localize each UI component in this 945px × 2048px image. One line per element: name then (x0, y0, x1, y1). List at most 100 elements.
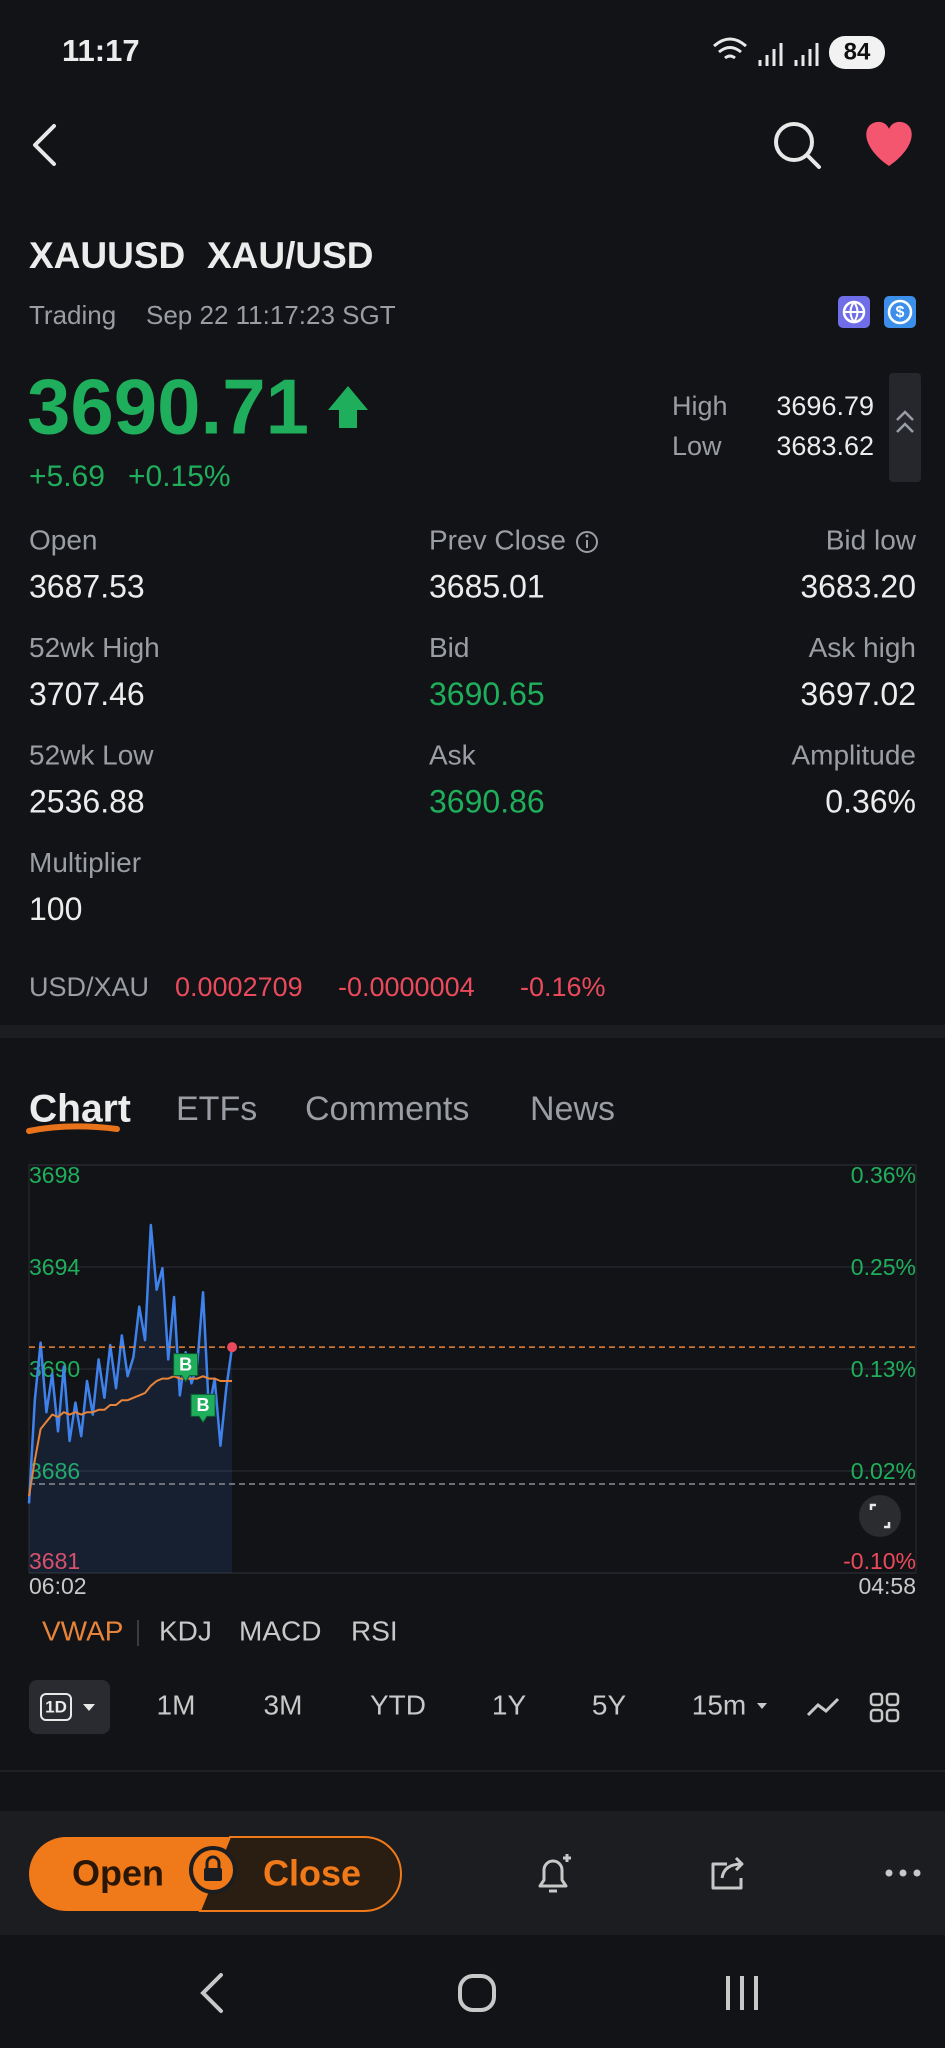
favorite-button[interactable] (866, 121, 912, 166)
high-label: High (672, 391, 728, 421)
period-box (40, 1693, 72, 1721)
period-option[interactable]: 1D (45, 1697, 67, 1716)
y-tick-label: 3694 (29, 1254, 80, 1280)
indicator-tab[interactable]: KDJ (159, 1615, 212, 1646)
y2-tick-label: 0.36% (851, 1162, 916, 1188)
y-tick-label: 3686 (29, 1458, 80, 1484)
stat-value: 3683.20 (800, 568, 916, 604)
svg-text:$: $ (896, 304, 905, 321)
stat-label: Ask high (809, 632, 916, 663)
search-button[interactable] (774, 122, 821, 169)
stat-label: Bid (429, 632, 469, 663)
stat-label: 52wk Low (29, 739, 154, 770)
open-button[interactable] (29, 1837, 230, 1911)
tab[interactable]: ETFs (176, 1090, 257, 1128)
period-option[interactable]: YTD (370, 1689, 426, 1720)
share-button[interactable] (711, 1856, 744, 1890)
section-divider (0, 1025, 945, 1038)
price-change: +5.69 (29, 460, 105, 493)
low-value: 3683.62 (776, 431, 874, 461)
lock-icon (189, 1846, 237, 1894)
inverse-change-pct: -0.16% (520, 972, 606, 1002)
fullscreen-button[interactable] (859, 1495, 901, 1537)
stat-value: 3685.01 (429, 568, 545, 604)
close-label[interactable]: Close (263, 1853, 361, 1894)
tab[interactable]: Comments (305, 1090, 469, 1128)
status-time: 11:17 (62, 33, 140, 68)
y2-tick-label: 0.02% (851, 1458, 916, 1484)
y2-tick-label: 0.25% (851, 1254, 916, 1280)
indicator-tab[interactable]: RSI (351, 1615, 398, 1646)
nav-recents[interactable] (726, 1976, 758, 2010)
trade-marker-label: B (179, 1354, 192, 1374)
stat-value: 0.36% (825, 783, 916, 819)
period-option[interactable]: 5Y (592, 1689, 627, 1720)
stat-value: 100 (29, 891, 82, 927)
trade-marker (190, 1393, 216, 1424)
stat-value: 3690.65 (429, 676, 545, 712)
back-button[interactable] (33, 124, 56, 166)
tab-underline (26, 1123, 120, 1134)
battery-level: 84 (844, 38, 871, 65)
globe-badge (838, 296, 870, 328)
stat-value: 3707.46 (29, 676, 145, 712)
period-option[interactable]: 15m (692, 1689, 746, 1720)
battery (829, 36, 885, 69)
alert-button[interactable] (538, 1854, 571, 1893)
inverse-price: 0.0002709 (175, 972, 303, 1002)
stat-label: Prev Close (429, 524, 566, 555)
y2-tick-label: 0.13% (851, 1356, 916, 1382)
indicator-tab[interactable]: MACD (239, 1615, 321, 1646)
y-tick-label: 3698 (29, 1162, 80, 1188)
up-arrow (328, 386, 368, 428)
info-icon[interactable] (576, 531, 598, 553)
tab[interactable]: News (530, 1090, 615, 1128)
symbol-name: XAU/USD (207, 235, 374, 276)
open-label[interactable]: Open (72, 1853, 164, 1894)
period-option[interactable]: 1Y (492, 1689, 527, 1720)
market-status: Trading (29, 300, 116, 330)
price-line (27, 1223, 234, 1504)
close-button[interactable] (198, 1836, 402, 1912)
symbol: XAUUSD (29, 235, 185, 276)
price-change-pct: +0.15% (128, 460, 231, 493)
stat-label: Multiplier (29, 847, 141, 878)
layout-button[interactable] (869, 1692, 900, 1723)
stat-label: Bid low (826, 524, 917, 555)
trade-marker-label: B (197, 1395, 210, 1415)
x-tick-label: 04:58 (858, 1573, 916, 1599)
y2-tick-label: -0.10% (843, 1548, 916, 1574)
status-icons (713, 37, 819, 66)
period-option[interactable]: 3M (264, 1689, 303, 1720)
interval-caret[interactable] (757, 1703, 767, 1709)
stat-value: 3690.86 (429, 783, 545, 819)
period-option[interactable]: 1M (157, 1689, 196, 1720)
vwap-line (28, 1375, 233, 1497)
timestamp: Sep 22 11:17:23 SGT (146, 300, 396, 330)
trade-marker (173, 1353, 199, 1383)
more-button[interactable] (885, 1869, 921, 1877)
inverse-change: -0.0000004 (338, 972, 475, 1002)
chart-style-button[interactable] (806, 1697, 840, 1717)
last-price: 3690.71 (27, 363, 309, 451)
collapse-button[interactable] (889, 373, 921, 482)
stat-value: 2536.88 (29, 783, 145, 819)
stat-label: Ask (429, 739, 477, 770)
high-value: 3696.79 (776, 391, 874, 421)
stat-label: Amplitude (791, 739, 916, 770)
tab[interactable]: Chart (29, 1087, 131, 1130)
stat-value: 3687.53 (29, 568, 145, 604)
indicator-tab[interactable]: VWAP (42, 1615, 123, 1646)
nav-home[interactable] (458, 1974, 496, 2012)
stat-value: 3697.02 (800, 676, 916, 712)
y-tick-label: 3681 (29, 1548, 80, 1574)
dropdown-caret (83, 1704, 95, 1711)
inverse-pair: USD/XAU (29, 972, 149, 1002)
nav-back[interactable] (200, 1973, 223, 2013)
x-tick-label: 06:02 (29, 1573, 87, 1599)
stat-label: Open (29, 524, 98, 555)
